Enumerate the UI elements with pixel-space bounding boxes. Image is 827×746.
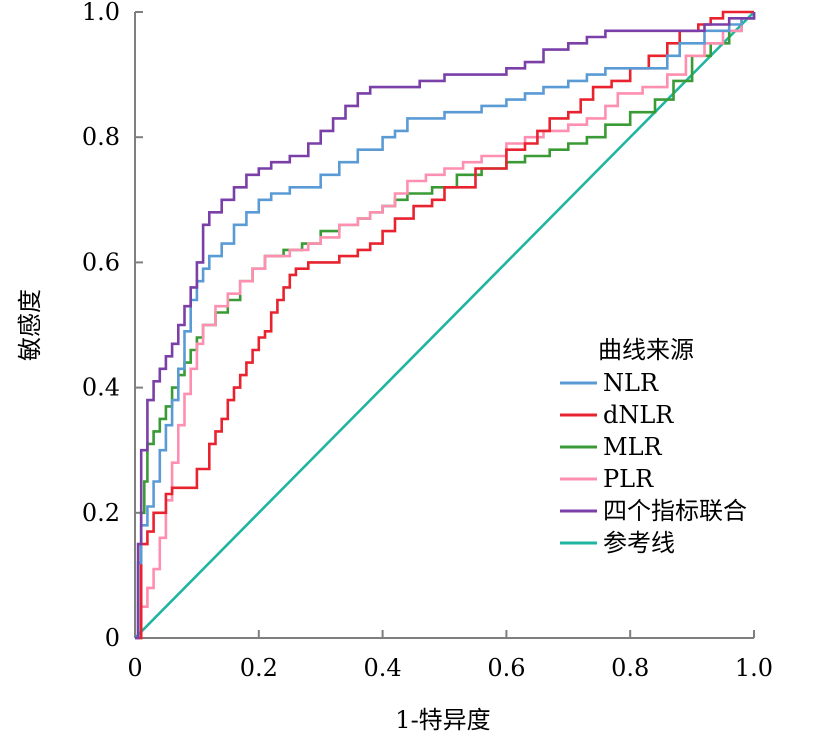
y-tick-label: 0.6 bbox=[82, 248, 120, 276]
x-tick-label: 0.8 bbox=[611, 654, 649, 682]
y-tick-label: 1.0 bbox=[82, 0, 120, 26]
series-line-4 bbox=[135, 12, 756, 640]
x-tick-label: 0.4 bbox=[364, 654, 402, 682]
series-line-3 bbox=[135, 12, 756, 640]
y-tick-label: 0 bbox=[105, 624, 120, 652]
series-line-5 bbox=[134, 11, 755, 639]
x-tick-label: 0.6 bbox=[487, 654, 525, 682]
x-tick-label: 1.0 bbox=[735, 654, 773, 682]
legend-label: NLR bbox=[603, 369, 659, 397]
series-layer bbox=[134, 10, 756, 640]
legend-title: 曲线来源 bbox=[598, 336, 694, 364]
axes: 0 0.2 0.4 0.6 0.8 1.0 0 0.2 0.4 0.6 0.8 1.0 bbox=[82, 0, 773, 682]
series-line-0 bbox=[135, 12, 756, 640]
legend-label: 参考线 bbox=[603, 529, 675, 557]
legend-label: MLR bbox=[603, 433, 663, 461]
legend-label: dNLR bbox=[603, 401, 674, 429]
y-tick-label: 0.8 bbox=[82, 123, 120, 151]
legend-label: PLR bbox=[603, 465, 654, 493]
y-tick-label: 0.2 bbox=[82, 499, 120, 527]
series-line-1 bbox=[135, 10, 754, 640]
x-axis-title: 1-特异度 bbox=[395, 706, 490, 734]
x-tick-label: 0 bbox=[127, 654, 142, 682]
legend-label: 四个指标联合 bbox=[603, 497, 747, 525]
y-axis-title: 敏感度 bbox=[16, 289, 44, 361]
x-tick-label: 0.2 bbox=[240, 654, 278, 682]
y-tick-label: 0.4 bbox=[82, 374, 120, 402]
